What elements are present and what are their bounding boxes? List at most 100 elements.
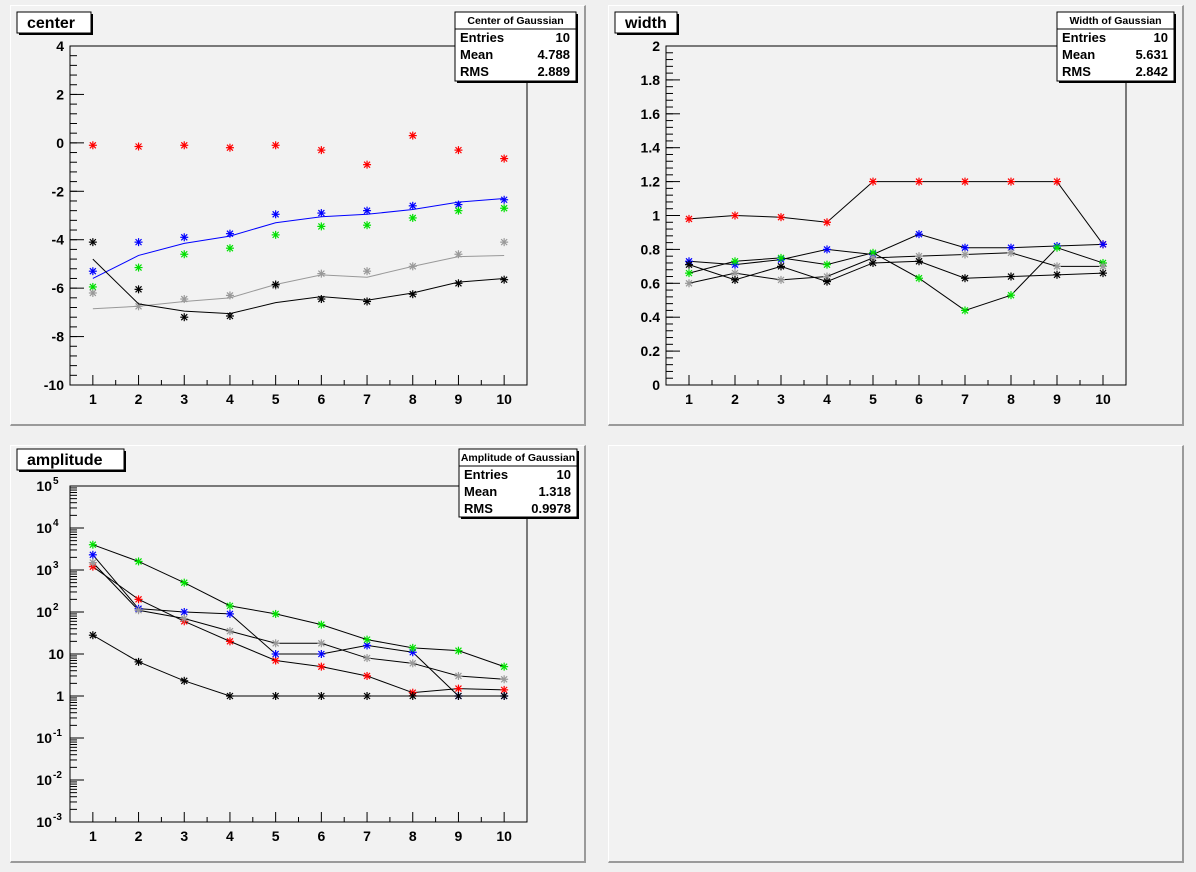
data-point xyxy=(225,601,234,610)
data-point xyxy=(961,306,969,315)
data-point xyxy=(317,222,326,231)
stats-value: 1.318 xyxy=(538,484,571,499)
data-point xyxy=(180,614,189,623)
data-point xyxy=(500,154,509,163)
x-tick-label: 6 xyxy=(915,391,923,407)
y-tick-label: 1.2 xyxy=(641,174,661,190)
series-4 xyxy=(685,257,1107,286)
data-point xyxy=(915,177,923,186)
data-point xyxy=(408,201,417,210)
data-point xyxy=(777,262,785,271)
plot-frame xyxy=(69,45,528,386)
data-point xyxy=(731,211,739,220)
x-tick-label: 9 xyxy=(455,828,463,844)
data-point xyxy=(88,550,97,559)
data-point xyxy=(317,650,326,658)
x-tick-label: 8 xyxy=(409,391,417,407)
y-tick-label: 0.6 xyxy=(641,275,661,291)
stats-value: 5.631 xyxy=(1135,47,1168,62)
data-point xyxy=(180,578,189,587)
x-tick-label: 2 xyxy=(135,391,143,407)
stats-value: 10 xyxy=(556,30,570,45)
width-plot: 1 2 3 4 5 6 7 8 9 10 0 0.2 0.4 0.6 0.8 1 1.2 1.4 1.6 1.8 2 wi… xyxy=(614,11,1176,407)
pad-amplitude[interactable]: 1 2 3 4 5 6 7 8 9 10 10 -3 10 -2 10 -1 1 10 10 2 10 3 10 4 10 5 am… xyxy=(10,445,586,863)
stats-value: 4.788 xyxy=(537,47,570,62)
data-point xyxy=(271,692,280,700)
stats-label: Entries xyxy=(464,467,508,482)
pad-empty[interactable] xyxy=(608,445,1184,863)
data-point xyxy=(1007,272,1015,281)
series-line xyxy=(92,554,505,697)
stats-value: 10 xyxy=(1154,30,1168,45)
stats-box xyxy=(1056,11,1175,82)
data-point xyxy=(454,692,463,700)
y-tick-label: 2 xyxy=(652,38,660,54)
y-tick-label: 1 xyxy=(56,688,64,704)
series-3 xyxy=(88,558,509,684)
data-point xyxy=(1007,248,1015,257)
data-point xyxy=(731,257,739,266)
chart-title: width xyxy=(624,15,667,32)
data-point xyxy=(88,267,97,276)
y-tick-label: 10 xyxy=(36,814,52,830)
data-point xyxy=(1099,269,1107,278)
pad-width[interactable]: 1 2 3 4 5 6 7 8 9 10 0 0.2 0.4 0.6 0.8 1 1.2 1.4 1.6 1.8 2 wi… xyxy=(608,5,1184,426)
data-point xyxy=(869,253,877,262)
data-point xyxy=(777,213,785,222)
x-tick-label: 7 xyxy=(363,828,371,844)
data-point xyxy=(823,260,831,269)
data-point xyxy=(961,177,969,186)
data-point xyxy=(408,213,417,222)
x-tick-label: 6 xyxy=(317,391,325,407)
x-tick-label: 2 xyxy=(135,828,143,844)
pad-center[interactable]: 1 2 3 4 5 6 7 8 9 10 -10 -8 -6 -4 -2 0 2 4 center Center of… xyxy=(10,5,586,426)
data-point xyxy=(88,288,97,297)
data-point xyxy=(869,258,877,267)
series-0 xyxy=(88,562,509,697)
series-line xyxy=(688,247,1104,311)
series-4 xyxy=(88,631,509,700)
data-point xyxy=(500,275,509,284)
y-tick-label: 0.4 xyxy=(641,309,661,325)
y-tick-exponent: 5 xyxy=(53,476,59,487)
data-point xyxy=(225,291,234,300)
title-box xyxy=(614,11,678,34)
data-point xyxy=(1099,240,1107,249)
series-line xyxy=(688,181,1104,245)
series-0 xyxy=(685,177,1107,249)
series-3 xyxy=(88,238,509,311)
stats-label: Mean xyxy=(1062,47,1095,62)
y-tick-label: 1.4 xyxy=(641,140,661,156)
data-point xyxy=(1053,270,1061,279)
data-point xyxy=(134,263,143,272)
x-tick-label: 10 xyxy=(496,828,512,844)
data-point xyxy=(823,218,831,227)
stats-title: Width of Gaussian xyxy=(1069,15,1161,27)
data-point xyxy=(134,285,143,294)
data-point xyxy=(271,141,280,150)
stats-label: Mean xyxy=(464,484,497,499)
data-point xyxy=(317,662,326,671)
y-tick-exponent: 2 xyxy=(53,602,59,613)
data-point xyxy=(454,646,463,655)
x-tick-label: 9 xyxy=(455,391,463,407)
data-point xyxy=(271,639,280,648)
x-tick-label: 3 xyxy=(777,391,785,407)
x-tick-label: 2 xyxy=(731,391,739,407)
data-point xyxy=(823,245,831,254)
data-point xyxy=(225,244,234,253)
data-point xyxy=(134,557,143,566)
data-point xyxy=(408,262,417,271)
y-tick-label: 0 xyxy=(652,377,660,393)
x-tick-label: 7 xyxy=(363,391,371,407)
x-tick-label: 8 xyxy=(1007,391,1015,407)
data-point xyxy=(408,659,417,668)
stats-box xyxy=(458,448,578,518)
y-tick-label: -2 xyxy=(52,183,65,199)
y-tick-label: -8 xyxy=(52,329,65,345)
x-tick-label: 4 xyxy=(823,391,831,407)
data-point xyxy=(271,210,280,219)
y-tick-exponent: 4 xyxy=(53,518,59,529)
data-point xyxy=(454,250,463,259)
data-point xyxy=(363,267,372,276)
